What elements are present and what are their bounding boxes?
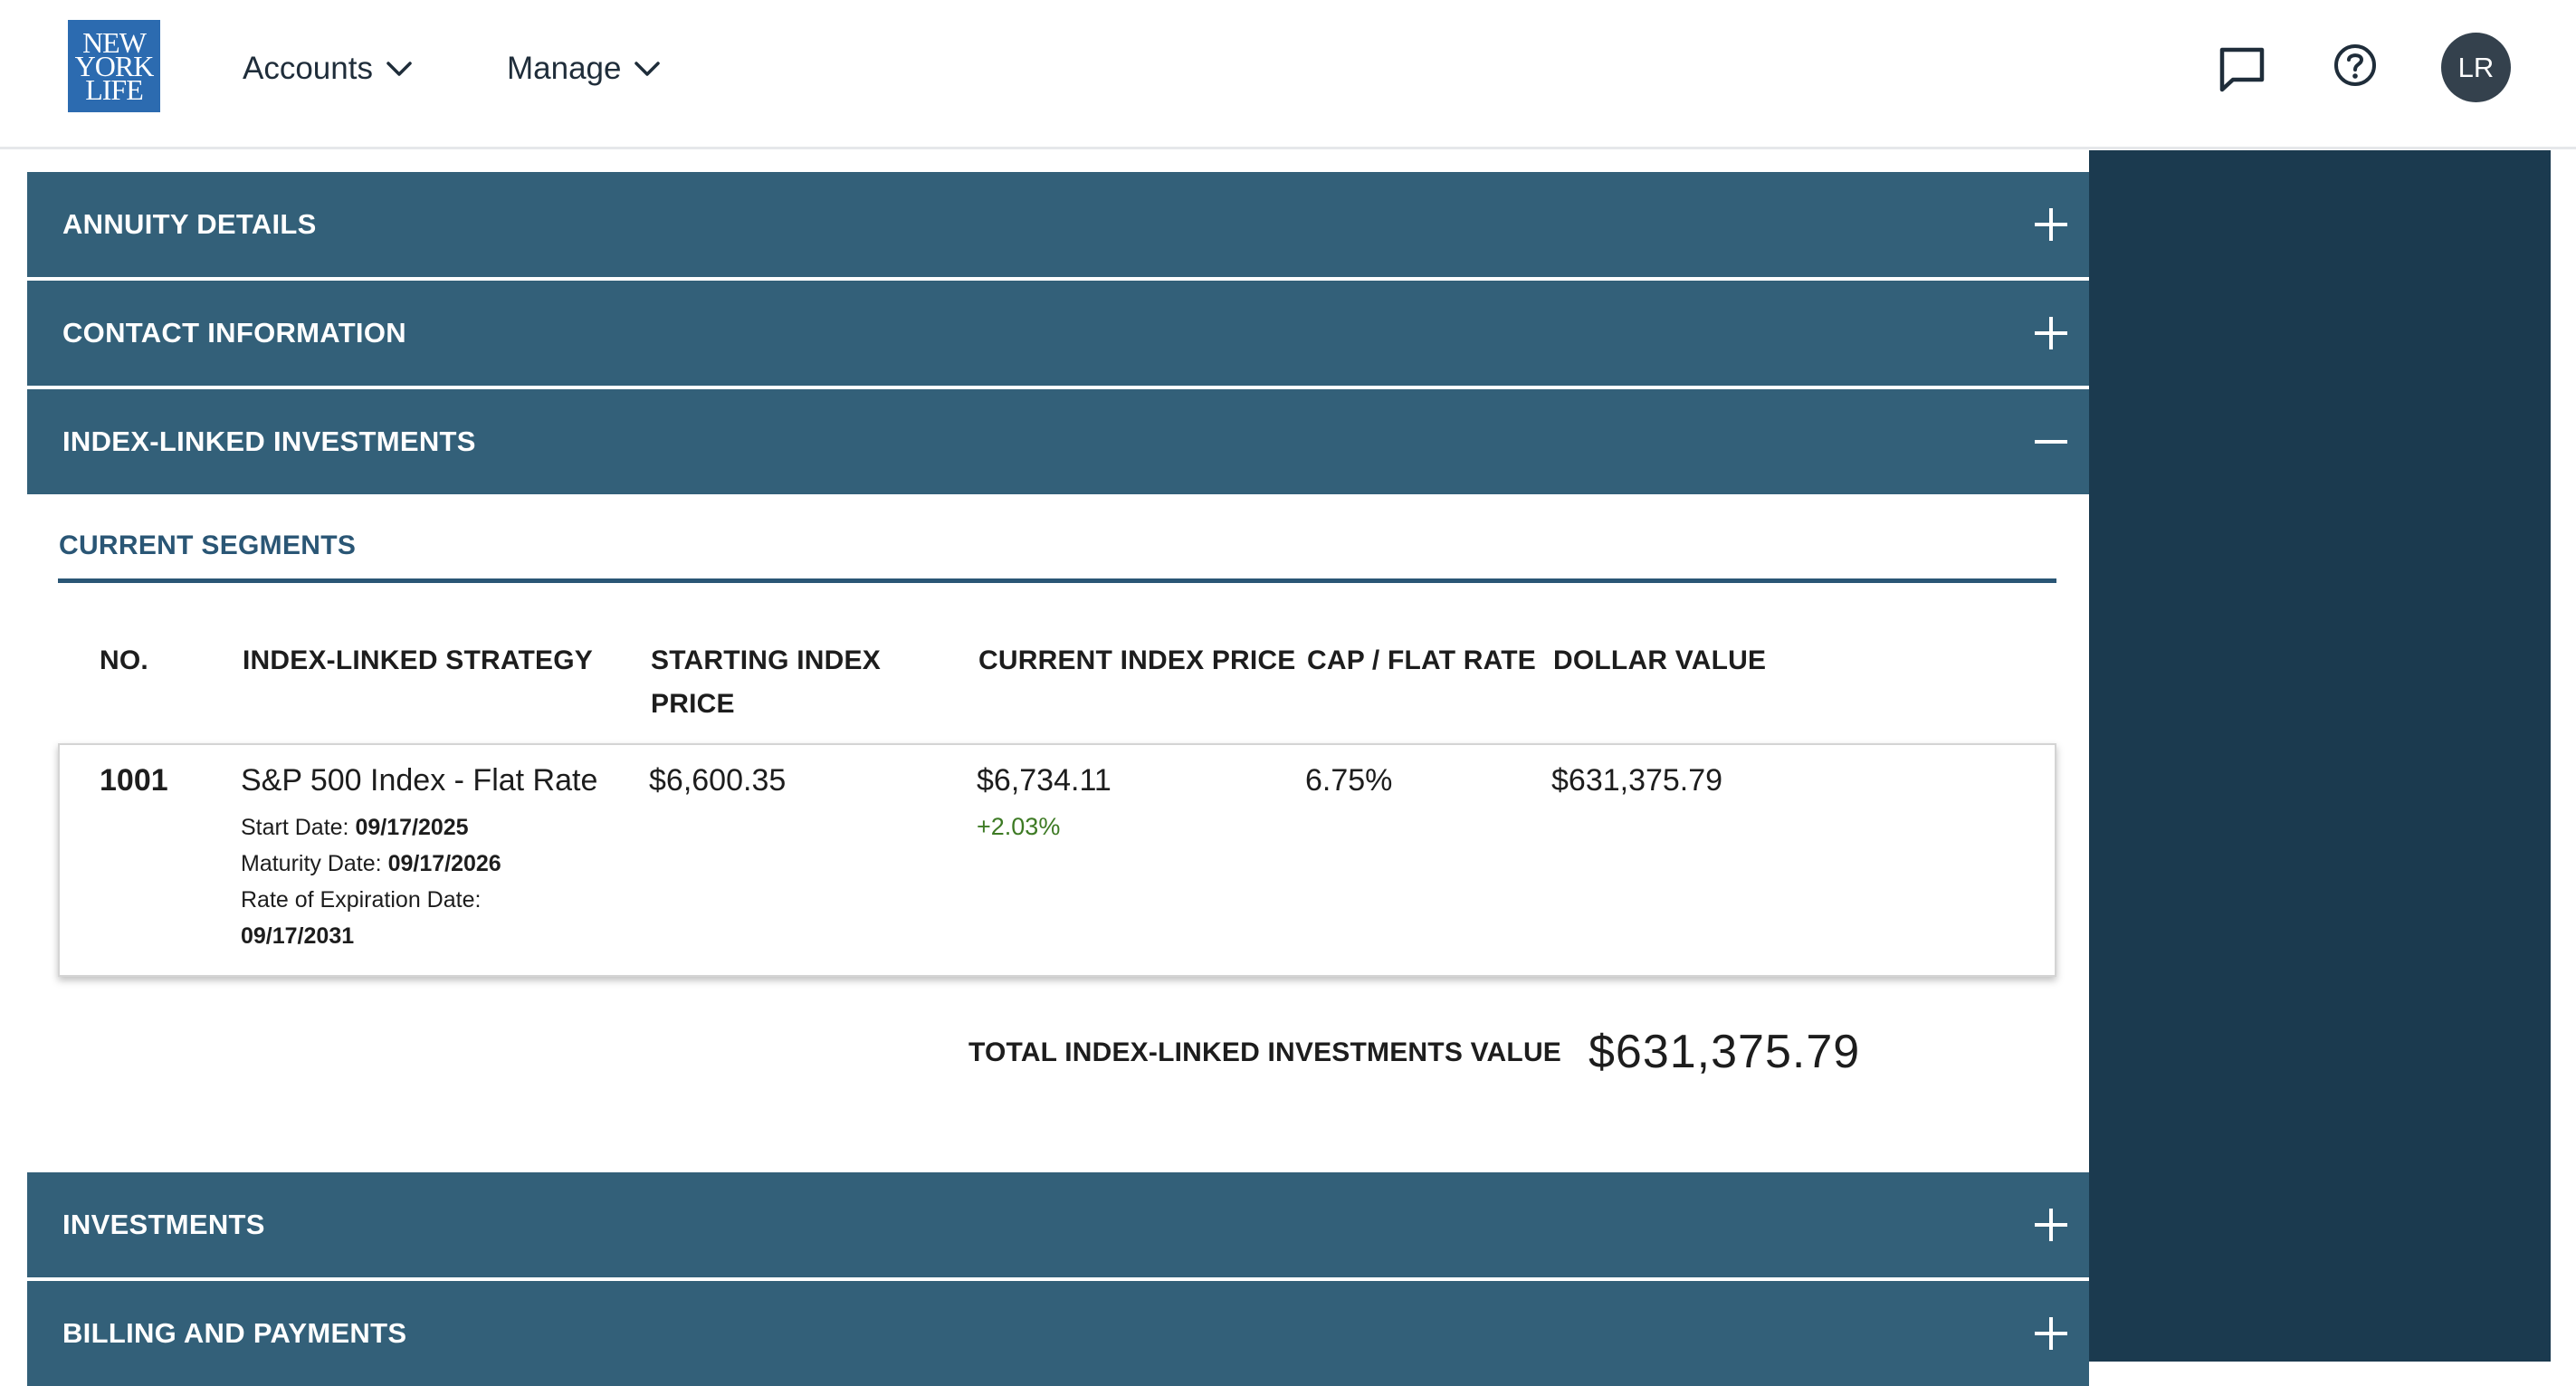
user-avatar[interactable]: LR xyxy=(2441,33,2511,102)
table-row[interactable]: 1001 S&P 500 Index - Flat Rate Start Dat… xyxy=(58,743,2056,977)
segment-start-date: Start Date: 09/17/2025 xyxy=(241,815,469,841)
column-header-starting-price: STARTING INDEX PRICE xyxy=(651,639,881,726)
segment-maturity-date: Maturity Date: 09/17/2026 xyxy=(241,851,501,877)
start-date-value: 09/17/2025 xyxy=(355,815,469,840)
column-header-strategy: INDEX-LINKED STRATEGY xyxy=(243,645,593,675)
avatar-initials: LR xyxy=(2457,51,2495,83)
column-header-starting-price-line2: PRICE xyxy=(651,689,735,719)
column-header-dollar-value: DOLLAR VALUE xyxy=(1553,645,1767,675)
expand-plus-icon[interactable] xyxy=(2033,1315,2069,1352)
total-value-label: TOTAL INDEX-LINKED INVESTMENTS VALUE xyxy=(968,1037,1562,1067)
segment-number: 1001 xyxy=(100,763,168,798)
logo-line-2: YORK xyxy=(74,50,155,82)
accordion-index-linked-investments[interactable]: INDEX-LINKED INVESTMENTS xyxy=(27,389,2089,494)
column-header-starting-price-line1: STARTING INDEX xyxy=(651,645,881,675)
segment-strategy: S&P 500 Index - Flat Rate xyxy=(241,763,598,798)
chevron-down-icon xyxy=(634,62,661,76)
expand-plus-icon[interactable] xyxy=(2033,206,2069,243)
accounts-menu[interactable]: Accounts xyxy=(243,45,413,92)
accounts-menu-label: Accounts xyxy=(243,51,373,86)
accordion-index-linked-investments-label: INDEX-LINKED INVESTMENTS xyxy=(62,425,476,457)
dollar-value: $631,375.79 xyxy=(1551,763,1723,798)
maturity-date-value: 09/17/2026 xyxy=(387,851,501,876)
maturity-date-label: Maturity Date: xyxy=(241,851,388,876)
expiration-date-value: 09/17/2031 xyxy=(241,923,355,949)
question-circle-icon[interactable] xyxy=(2331,41,2380,90)
starting-index-price: $6,600.35 xyxy=(649,763,787,798)
section-divider xyxy=(58,578,2056,583)
current-segments-title: CURRENT SEGMENTS xyxy=(59,531,357,560)
collapse-minus-icon[interactable] xyxy=(2033,424,2069,460)
accordion-billing-and-payments-label: BILLING AND PAYMENTS xyxy=(62,1317,407,1349)
accordion-annuity-details[interactable]: ANNUITY DETAILS xyxy=(27,172,2089,277)
index-change-percent: +2.03% xyxy=(977,813,1061,840)
total-value-amount: $631,375.79 xyxy=(1589,1026,1861,1078)
chat-bubble-icon[interactable] xyxy=(2216,43,2268,96)
manage-menu-label: Manage xyxy=(507,51,622,86)
side-panel xyxy=(2089,150,2551,1362)
chevron-down-icon xyxy=(386,62,412,76)
expand-plus-icon[interactable] xyxy=(2033,315,2069,351)
accordion-investments-label: INVESTMENTS xyxy=(62,1209,265,1240)
accordion-billing-and-payments[interactable]: BILLING AND PAYMENTS xyxy=(27,1281,2089,1386)
index-linked-investments-panel: CURRENT SEGMENTS NO. INDEX-LINKED STRATE… xyxy=(27,494,2089,1172)
new-york-life-logo[interactable]: NEW YORK LIFE xyxy=(68,20,160,112)
cap-flat-rate: 6.75% xyxy=(1305,763,1393,798)
top-navigation-bar: NEW YORK LIFE Accounts Manage LR xyxy=(0,0,2576,149)
column-header-cap-rate: CAP / FLAT RATE xyxy=(1307,645,1536,675)
column-header-no: NO. xyxy=(100,645,148,675)
current-index-price: $6,734.11 xyxy=(977,763,1111,798)
start-date-label: Start Date: xyxy=(241,815,356,840)
accordion-annuity-details-label: ANNUITY DETAILS xyxy=(62,208,317,240)
column-header-current-price: CURRENT INDEX PRICE xyxy=(978,645,1296,675)
accordion-contact-information-label: CONTACT INFORMATION xyxy=(62,317,406,349)
expiration-date-wrapper: 09/17/2031 xyxy=(241,923,354,950)
accordion-investments[interactable]: INVESTMENTS xyxy=(27,1172,2089,1277)
logo-line-1: NEW xyxy=(82,26,147,59)
expand-plus-icon[interactable] xyxy=(2033,1207,2069,1243)
logo-line-3: LIFE xyxy=(85,73,144,106)
accordion-contact-information[interactable]: CONTACT INFORMATION xyxy=(27,281,2089,386)
manage-menu[interactable]: Manage xyxy=(507,45,661,92)
expiration-date-label: Rate of Expiration Date: xyxy=(241,887,482,913)
